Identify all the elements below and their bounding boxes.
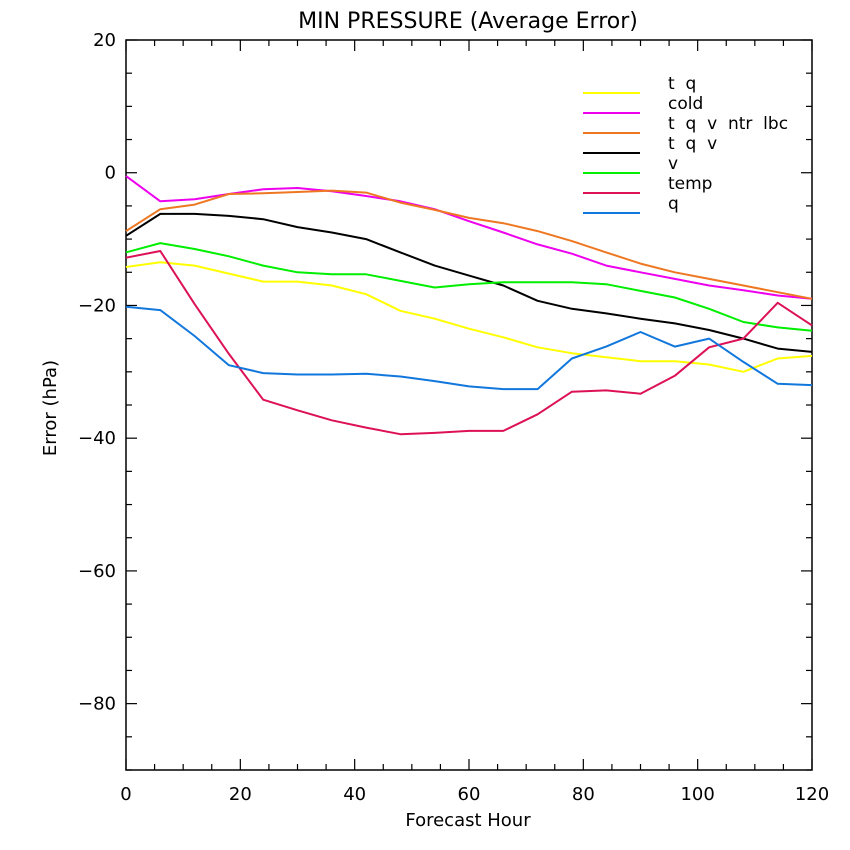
x-tick-label: 20 <box>229 784 252 805</box>
series-line <box>125 250 813 436</box>
x-axis-label: Forecast Hour <box>405 810 531 831</box>
series-line <box>125 305 813 391</box>
series-line <box>125 242 813 332</box>
y-tick-label: −40 <box>78 428 116 449</box>
legend-label: temp <box>668 174 712 194</box>
legend-label: t q <box>668 74 696 94</box>
legend-label: cold <box>668 94 703 114</box>
x-tick-label: 0 <box>120 784 131 805</box>
y-axis-label: Error (hPa) <box>40 360 61 456</box>
y-tick-label: 20 <box>93 30 116 51</box>
x-tick-label: 120 <box>795 784 829 805</box>
y-tick-label: 0 <box>105 163 116 184</box>
series-line <box>125 212 813 353</box>
x-tick-label: 80 <box>572 784 595 805</box>
legend-label: t q v <box>668 134 717 154</box>
series-line <box>125 261 813 373</box>
x-tick-label: 60 <box>458 784 481 805</box>
legend-label: t q v ntr lbc <box>668 114 788 134</box>
x-tick-label: 40 <box>343 784 366 805</box>
series-line <box>125 175 813 300</box>
series-line <box>125 189 813 300</box>
y-tick-label: −80 <box>78 694 116 715</box>
y-tick-label: −20 <box>78 295 116 316</box>
legend-label: v <box>668 154 678 174</box>
legend-label: q <box>668 194 679 214</box>
y-tick-label: −60 <box>78 561 116 582</box>
chart-title: MIN PRESSURE (Average Error) <box>298 9 638 34</box>
x-tick-label: 100 <box>680 784 714 805</box>
